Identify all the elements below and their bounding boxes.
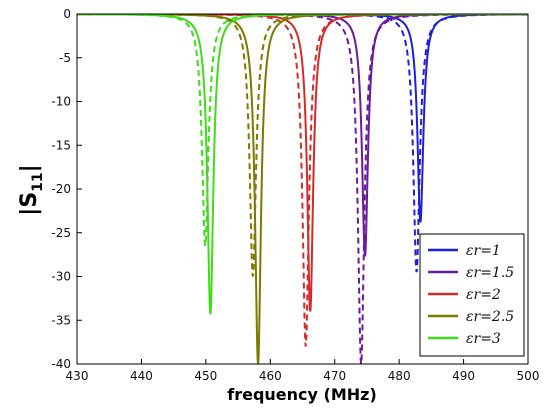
axis-ticks: 430 440 450 460 470 480 490 500 0 -5 -10 -15 -20 -25 -… — [51, 7, 539, 383]
x-tick-label: 500 — [517, 369, 540, 383]
y-tick-label: -35 — [51, 313, 71, 327]
y-tick-label: -20 — [51, 182, 71, 196]
legend-label: εr=2 — [466, 287, 501, 303]
y-tick-label: -10 — [51, 95, 71, 109]
y-tick-label: -15 — [51, 138, 71, 152]
x-tick-label: 460 — [259, 369, 282, 383]
legend-label: εr=1 — [466, 243, 501, 259]
legend-label: εr=2.5 — [466, 309, 514, 325]
x-tick-label: 490 — [452, 369, 475, 383]
series-line-solid-0 — [77, 14, 528, 223]
y-axis-label: |S11| — [17, 164, 46, 215]
x-tick-label: 470 — [323, 369, 346, 383]
legend: εr=1 εr=1.5 εr=2 εr=2.5 εr=3 — [419, 233, 525, 357]
y-tick-label: 0 — [63, 7, 71, 21]
y-axis-label-group: |S11| — [17, 164, 46, 215]
y-tick-label: -5 — [59, 51, 71, 65]
x-tick-label: 430 — [66, 369, 89, 383]
series-line-dashed-4 — [77, 14, 528, 247]
y-tick-label: -25 — [51, 226, 71, 240]
x-tick-label: 480 — [388, 369, 411, 383]
series-line-solid-1 — [77, 14, 528, 257]
x-tick-label: 450 — [194, 369, 217, 383]
x-axis-label: frequency (MHz) — [227, 385, 377, 404]
y-tick-label: -30 — [51, 270, 71, 284]
y-tick-label: -40 — [51, 357, 71, 371]
legend-label: εr=3 — [466, 331, 501, 347]
x-tick-label: 440 — [130, 369, 153, 383]
legend-label: εr=1.5 — [466, 265, 514, 281]
